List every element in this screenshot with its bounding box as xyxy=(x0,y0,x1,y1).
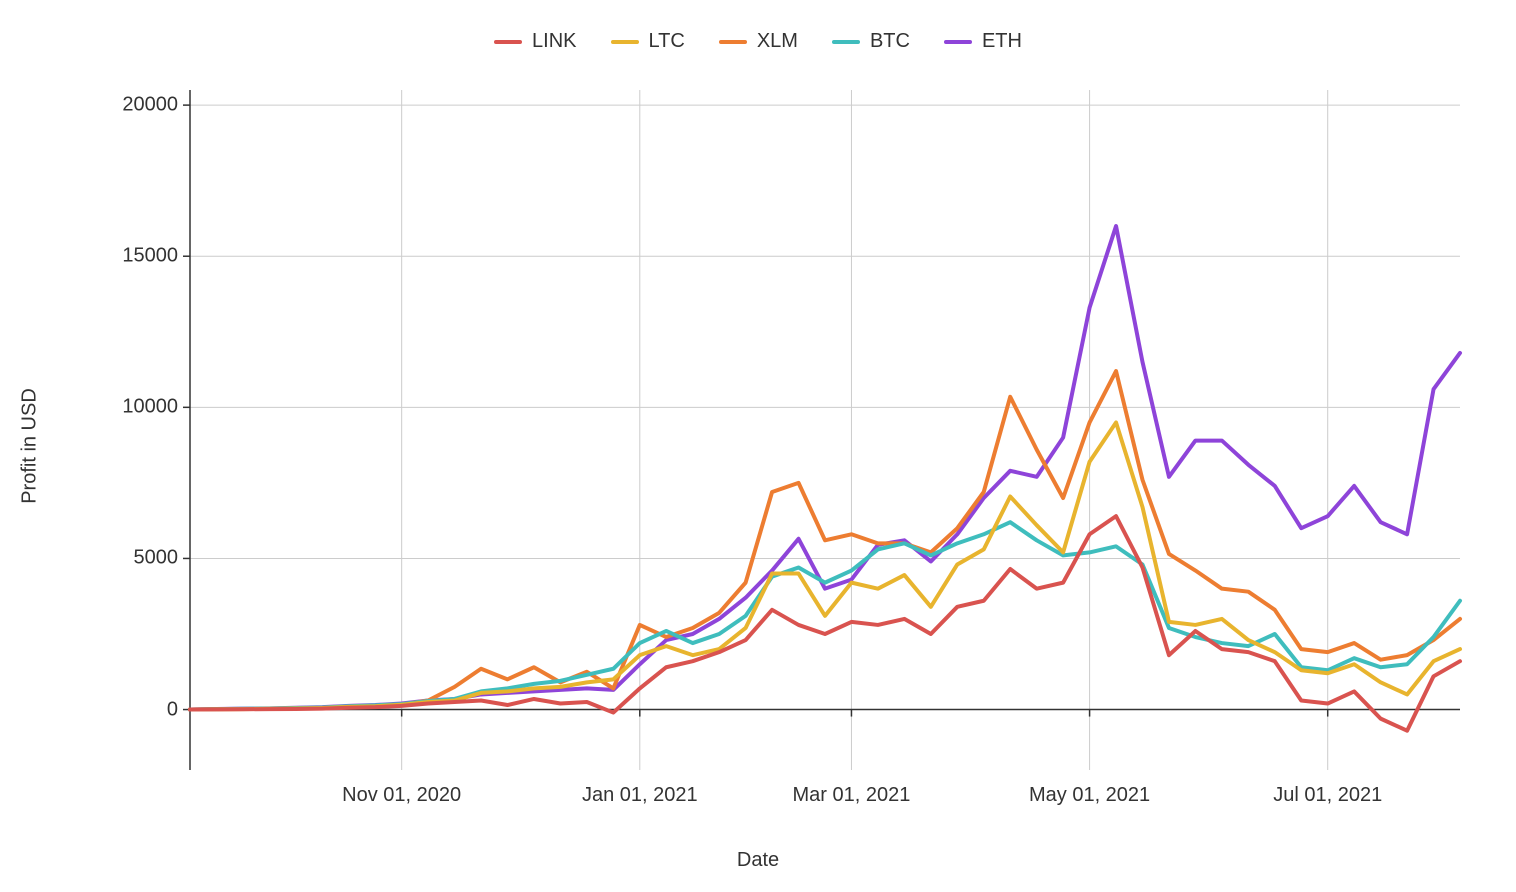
legend-item-ETH: ETH xyxy=(944,30,1022,53)
plot-area: 05000100001500020000Nov 01, 2020Jan 01, … xyxy=(190,90,1460,770)
legend-item-LTC: LTC xyxy=(611,30,685,53)
series-LTC xyxy=(190,422,1460,709)
y-tick-label: 20000 xyxy=(122,94,190,117)
x-axis-title: Date xyxy=(0,849,1516,872)
legend-swatch-icon xyxy=(611,40,639,44)
y-axis-title: Profit in USD xyxy=(19,388,42,504)
legend-label: LINK xyxy=(532,30,576,53)
legend-swatch-icon xyxy=(494,40,522,44)
legend-label: XLM xyxy=(757,30,798,53)
series-LINK xyxy=(190,516,1460,731)
legend-item-BTC: BTC xyxy=(832,30,910,53)
y-tick-label: 0 xyxy=(167,698,190,721)
legend-label: LTC xyxy=(649,30,685,53)
x-tick-label: Jul 01, 2021 xyxy=(1273,770,1382,807)
legend-item-LINK: LINK xyxy=(494,30,576,53)
legend-label: ETH xyxy=(982,30,1022,53)
legend-swatch-icon xyxy=(719,40,747,44)
legend-item-XLM: XLM xyxy=(719,30,798,53)
chart-svg xyxy=(190,90,1460,770)
y-tick-label: 5000 xyxy=(134,547,191,570)
x-tick-label: Nov 01, 2020 xyxy=(342,770,461,807)
legend-label: BTC xyxy=(870,30,910,53)
chart-legend: LINK LTC XLM BTC ETH xyxy=(0,30,1516,53)
legend-swatch-icon xyxy=(832,40,860,44)
x-tick-label: Jan 01, 2021 xyxy=(582,770,698,807)
legend-swatch-icon xyxy=(944,40,972,44)
x-tick-label: May 01, 2021 xyxy=(1029,770,1150,807)
y-tick-label: 10000 xyxy=(122,396,190,419)
y-tick-label: 15000 xyxy=(122,245,190,268)
x-tick-label: Mar 01, 2021 xyxy=(793,770,911,807)
profit-line-chart: LINKLTCXLMBTCETH Profit in USD Date 0500… xyxy=(0,0,1516,892)
